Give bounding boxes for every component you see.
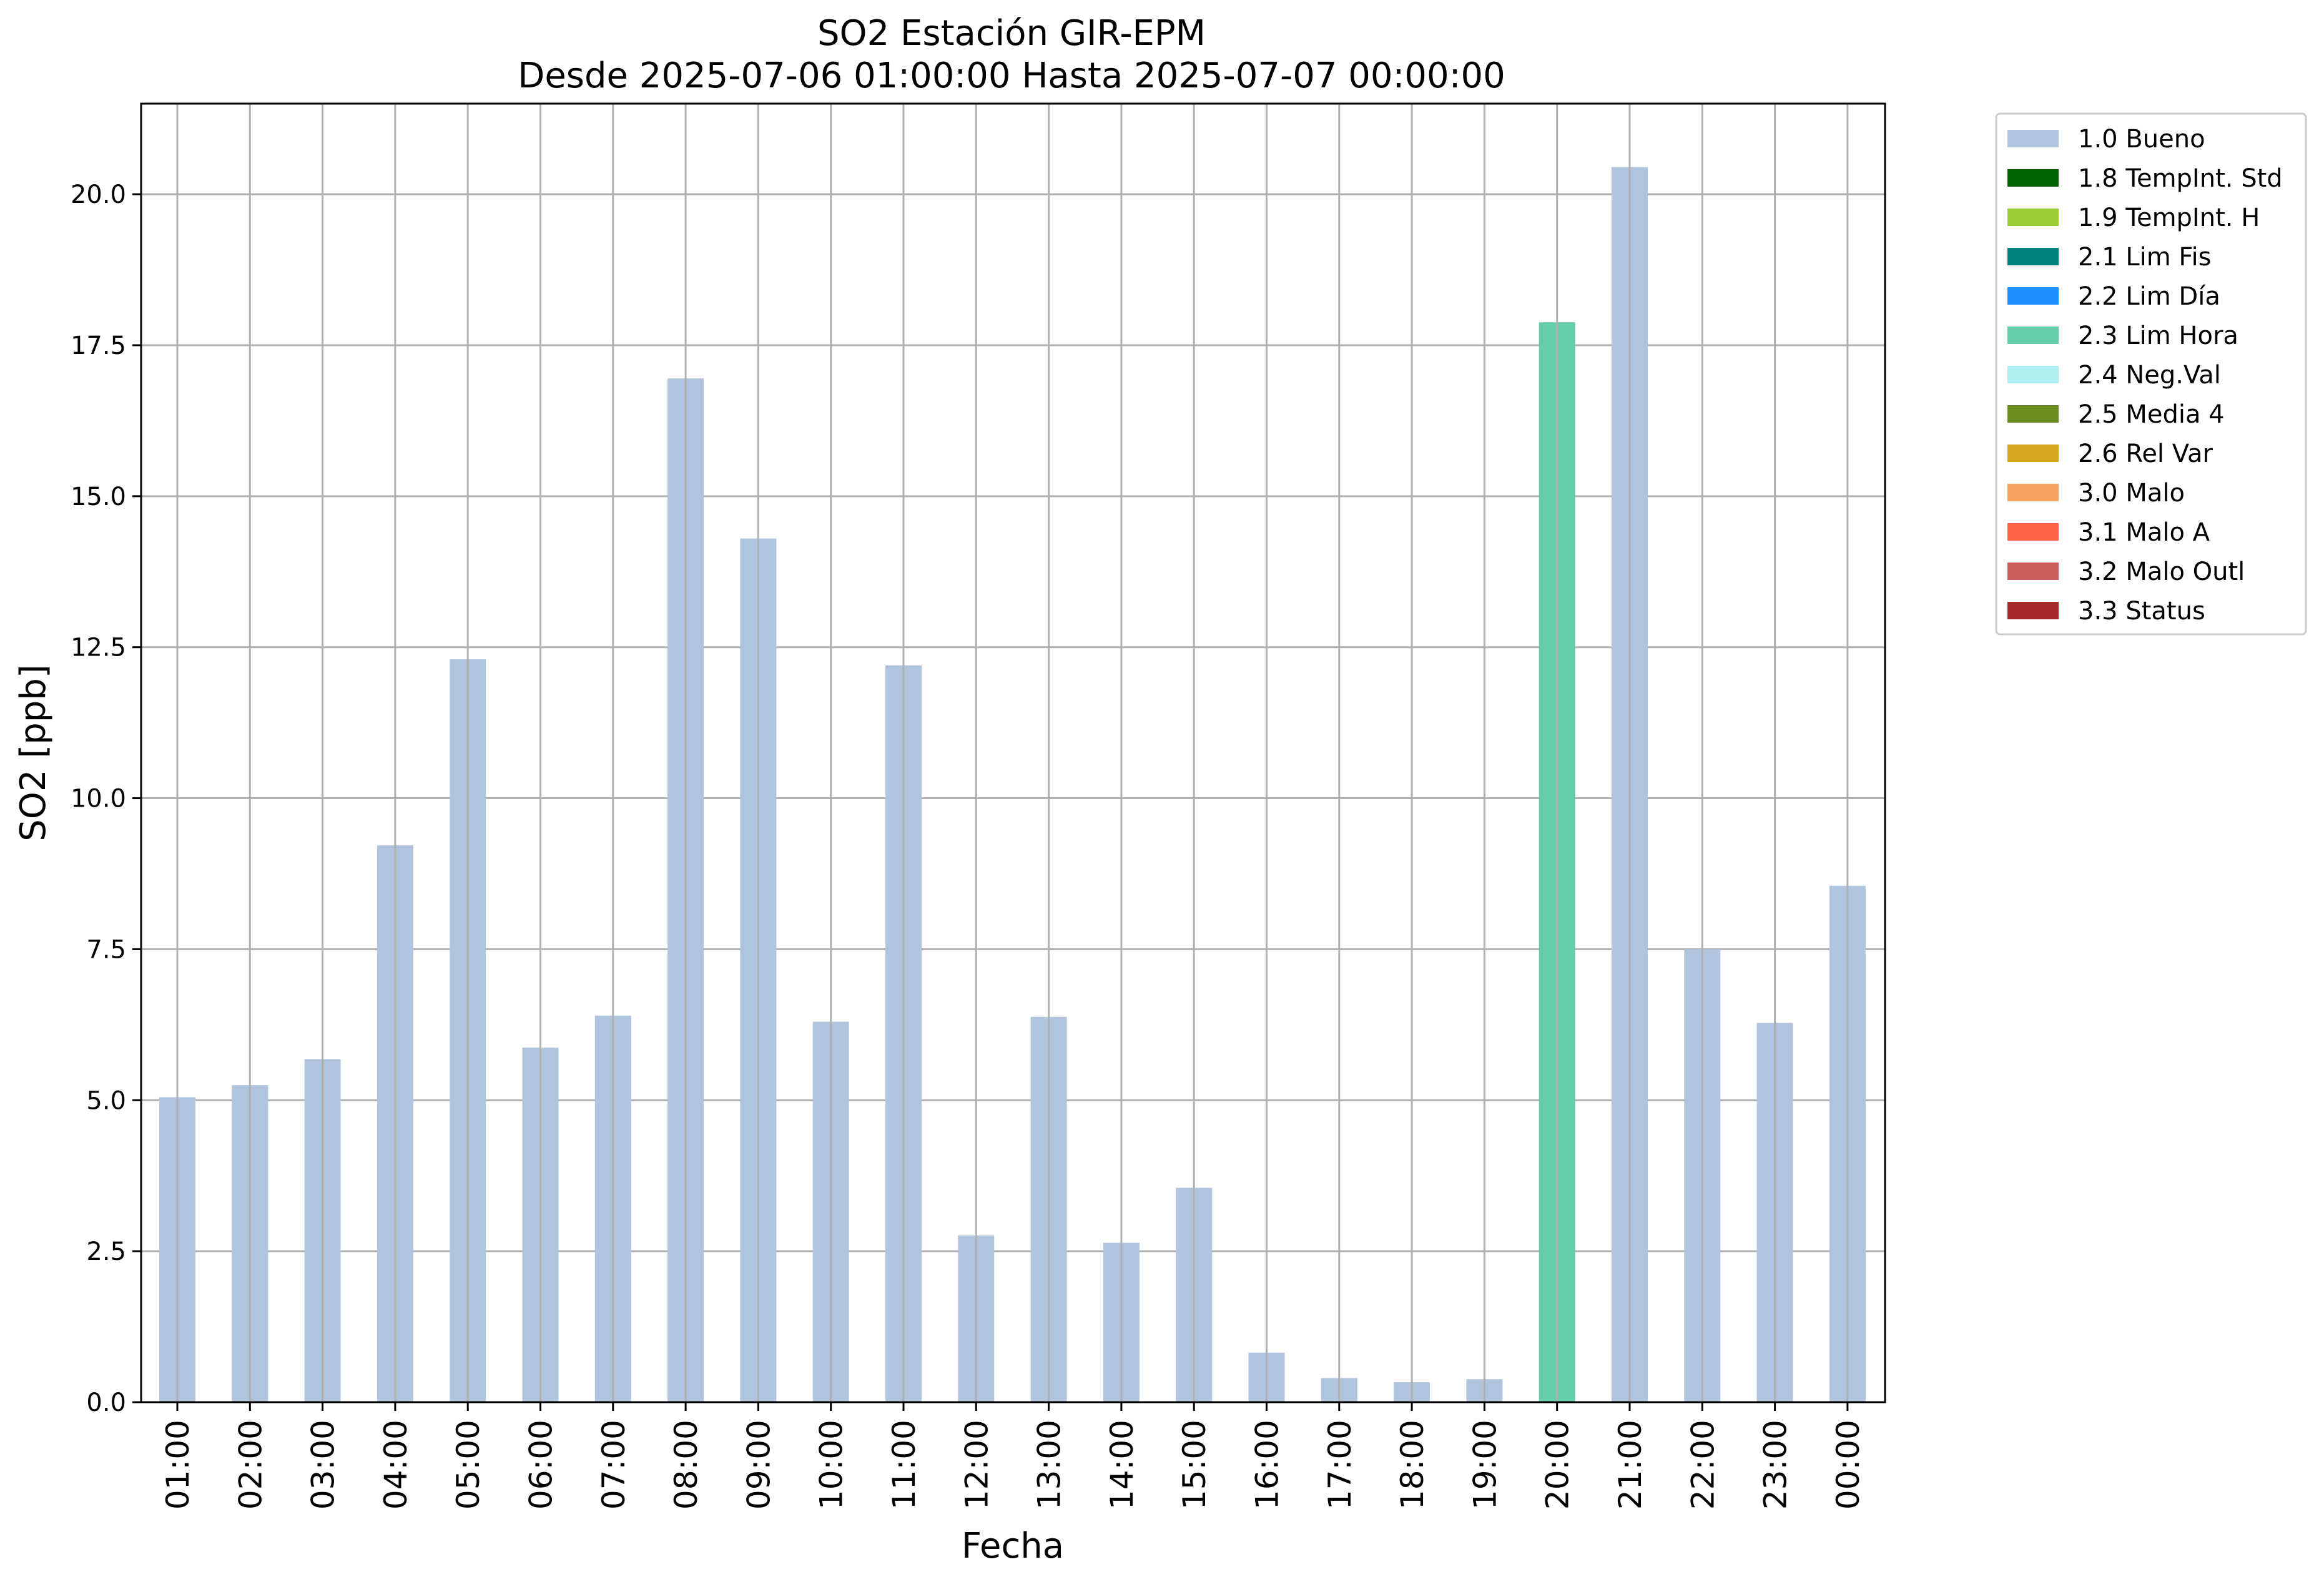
legend-label: 2.6 Rel Var — [2078, 440, 2213, 468]
x-tick-label: 06:00 — [523, 1420, 559, 1510]
x-tick-label: 20:00 — [1540, 1420, 1576, 1510]
x-tick-label: 12:00 — [958, 1420, 995, 1510]
x-tick-label: 19:00 — [1467, 1420, 1503, 1510]
legend-swatch — [2007, 563, 2059, 580]
x-tick-label: 13:00 — [1032, 1420, 1068, 1510]
x-tick-label: 17:00 — [1322, 1420, 1358, 1510]
y-tick-label: 15.0 — [71, 483, 126, 511]
legend-swatch — [2007, 287, 2059, 305]
legend-label: 3.0 Malo — [2078, 479, 2185, 508]
x-tick-label: 07:00 — [596, 1420, 632, 1510]
legend-label: 3.1 Malo A — [2078, 518, 2210, 547]
x-tick-label: 05:00 — [450, 1420, 486, 1510]
y-tick-label: 12.5 — [71, 634, 126, 662]
legend-label: 2.5 Media 4 — [2078, 400, 2225, 429]
legend-label: 2.3 Lim Hora — [2078, 322, 2238, 350]
legend-swatch — [2007, 523, 2059, 541]
legend-swatch — [2007, 366, 2059, 383]
legend-swatch — [2007, 602, 2059, 619]
y-tick-label: 20.0 — [71, 180, 126, 209]
legend-label: 1.9 TempInt. H — [2078, 204, 2260, 232]
legend-label: 2.1 Lim Fis — [2078, 243, 2211, 272]
legend-label: 2.2 Lim Día — [2078, 282, 2220, 311]
x-axis-ticks: 01:00 02:00 03:00 04:00 05:00 06:00 07:00 08:00… — [160, 1402, 1866, 1510]
x-tick-label: 04:00 — [378, 1420, 414, 1510]
x-tick-label: 02:00 — [232, 1420, 268, 1510]
legend-frame — [1995, 112, 2307, 636]
legend-label: 3.2 Malo Outl — [2078, 558, 2245, 586]
x-tick-label: 15:00 — [1176, 1420, 1213, 1510]
legend-swatch — [2007, 445, 2059, 462]
legend-swatch — [2007, 484, 2059, 501]
y-tick-label: 2.5 — [86, 1237, 126, 1266]
legend-label: 2.4 Neg.Val — [2078, 361, 2221, 390]
chart-subtitle: Desde 2025-07-06 01:00:00 Hasta 2025-07-… — [518, 56, 1505, 96]
plot-frame — [140, 102, 1886, 1403]
y-tick-label: 7.5 — [86, 935, 126, 964]
x-grid-lines — [176, 104, 1849, 1402]
y-tick-label: 5.0 — [86, 1086, 126, 1115]
x-tick-label: 18:00 — [1394, 1420, 1430, 1510]
x-tick-label: 21:00 — [1612, 1420, 1648, 1510]
x-tick-label: 14:00 — [1104, 1420, 1140, 1510]
x-axis-label: Fecha — [962, 1526, 1064, 1566]
y-tick-label: 10.0 — [71, 785, 126, 813]
legend-label: 1.0 Bueno — [2078, 125, 2205, 154]
y-tick-label: 0.0 — [86, 1388, 126, 1417]
legend-swatch — [2007, 248, 2059, 265]
legend-swatch — [2007, 405, 2059, 423]
x-tick-label: 03:00 — [305, 1420, 342, 1510]
x-tick-label: 22:00 — [1685, 1420, 1721, 1510]
x-tick-label: 16:00 — [1249, 1420, 1286, 1510]
legend: 1.0 Bueno 1.8 TempInt. Std 1.9 TempInt. H 2… — [1995, 112, 2307, 636]
chart-title: SO2 Estación GIR-EPM — [817, 13, 1206, 54]
grid-lines — [141, 193, 1885, 1403]
y-tick-label: 17.5 — [71, 332, 126, 360]
legend-swatch — [2007, 130, 2059, 147]
x-tick-label: 09:00 — [741, 1420, 777, 1510]
x-tick-label: 08:00 — [668, 1420, 704, 1510]
y-axis-ticks: 0.0 2.5 5.0 7.5 10.0 12.5 15.0 17.5 20.0 — [71, 180, 141, 1417]
x-tick-label: 00:00 — [1830, 1420, 1866, 1510]
legend-swatch — [2007, 327, 2059, 344]
x-tick-label: 11:00 — [886, 1420, 922, 1510]
x-tick-label: 01:00 — [160, 1420, 196, 1510]
y-axis-label: SO2 [ppb] — [13, 664, 54, 841]
legend-swatch — [2007, 209, 2059, 226]
x-tick-label: 10:00 — [814, 1420, 850, 1510]
bars — [159, 167, 1866, 1403]
x-tick-label: 23:00 — [1758, 1420, 1794, 1510]
legend-swatch — [2007, 169, 2059, 187]
legend-label: 3.3 Status — [2078, 597, 2205, 626]
legend-label: 1.8 TempInt. Std — [2078, 164, 2283, 193]
